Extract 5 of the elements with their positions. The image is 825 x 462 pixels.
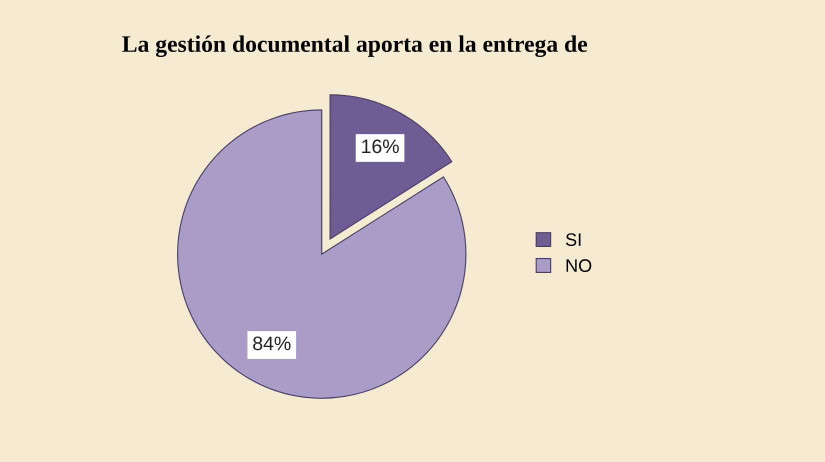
- chart-title: La gestión documental aporta en la entrega de: [122, 35, 588, 58]
- legend-label: NO: [566, 259, 592, 272]
- legend-label: SI: [566, 233, 580, 246]
- data-label: 84%: [253, 336, 291, 350]
- data-label: 16%: [362, 139, 399, 154]
